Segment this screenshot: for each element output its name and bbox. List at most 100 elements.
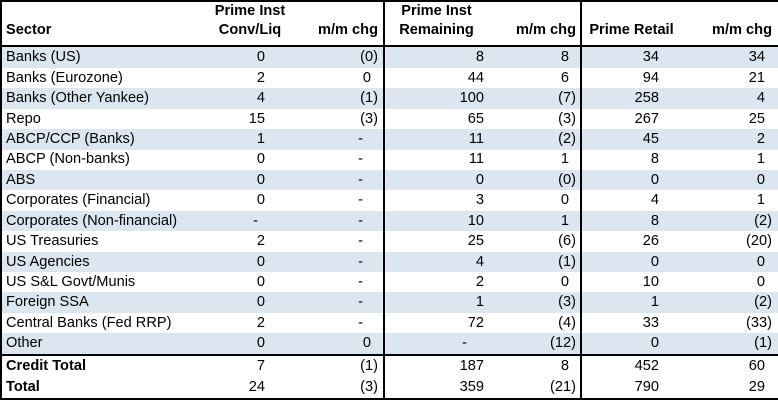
value-cell: - (294, 251, 384, 273)
table-row: Other 0 0- (12) 0 (1) (1, 333, 778, 356)
value-cell: 24 (248, 379, 265, 396)
value-cell: - (294, 210, 384, 232)
value-cell: 8 (580, 210, 681, 232)
table-row: Central Banks (Fed RRP) 2 - 72 (4) 33 (33) (1, 312, 778, 334)
value-cell: - (358, 273, 363, 290)
sector-cell: Total (6, 379, 40, 396)
value-cell: (2) (488, 129, 581, 150)
value-cell: (3) (360, 110, 378, 127)
value-cell: 6 (560, 69, 569, 86)
col-header-line2: Remaining (399, 22, 474, 38)
value-cell: 0 (560, 273, 569, 290)
sector-cell: Banks (US) (1, 46, 206, 68)
value-cell: (6) (558, 233, 576, 250)
table-row: US Treasuries 2 - 25 (6) 26 (20) (1, 231, 778, 252)
value-cell: (0) (294, 46, 384, 68)
value-cell: 359 (383, 376, 488, 399)
value-cell: 2 (256, 314, 265, 331)
value-cell: - (383, 333, 488, 356)
value-cell: 11 (383, 129, 488, 150)
value-cell: 29 (748, 379, 765, 396)
col-header-mm-chg-3: m/m chg (681, 1, 778, 47)
col-header-label: m/m chg (711, 22, 772, 38)
value-cell: (33) (746, 314, 772, 331)
col-header-label: Prime Retail (589, 22, 674, 38)
value-cell: (2) (681, 210, 778, 232)
value-cell: (21) (550, 379, 576, 396)
col-header-prime-inst-remaining: Prime Inst Remaining (383, 1, 488, 47)
value-cell: 34 (681, 46, 778, 68)
value-cell: 7 (206, 354, 294, 377)
value-cell: 258 (580, 88, 681, 109)
value-cell: 790 (580, 376, 681, 399)
table-row: Credit Total 7 (1) 187 8 452 60 (1, 354, 778, 377)
value-cell: 33 (580, 312, 681, 334)
value-cell: (3) (488, 292, 581, 313)
value-cell: - (206, 210, 294, 232)
value-cell: - (358, 192, 363, 209)
col-header-sector: Sector (1, 1, 206, 47)
table-row: Banks (Eurozone) 2 0 44 6 94 21 (1, 67, 778, 89)
value-cell: 26 (580, 231, 681, 252)
sector-cell: US S&L Govt/Munis (6, 273, 136, 290)
value-cell: 452 (580, 354, 681, 377)
sector-cell: Banks (Other Yankee) (1, 88, 206, 109)
value-cell: 0 (294, 333, 384, 356)
sector-cell: Foreign SSA (1, 292, 206, 313)
sector-cell: US Treasuries (6, 233, 99, 250)
value-cell: (7) (488, 88, 581, 109)
value-cell: 1 (560, 151, 569, 168)
value-cell: 72 (383, 312, 488, 334)
sector-cell: Central Banks (Fed RRP) (6, 314, 172, 331)
sector-cell: Banks (Eurozone) (6, 69, 123, 86)
value-cell: 4 (580, 190, 681, 211)
col-header-prime-retail: Prime Retail (580, 1, 681, 47)
value-cell: 0 (560, 192, 569, 209)
value-cell: 8 (580, 149, 681, 170)
value-cell: 60 (681, 354, 778, 377)
value-cell: 0 (206, 251, 294, 273)
value-cell: 0 (681, 251, 778, 273)
value-cell: 2 (681, 129, 778, 150)
col-header-line1: Prime Inst (401, 3, 472, 19)
value-cell: 65 (383, 108, 488, 130)
value-cell: (1) (294, 354, 384, 377)
value-cell: 10 (580, 272, 681, 293)
value-cell: 44 (383, 67, 488, 89)
value-cell: 1 (580, 292, 681, 313)
value-cell: 0 (206, 292, 294, 313)
value-cell: 0 (206, 169, 294, 191)
value-cell: 10 (383, 210, 488, 232)
value-cell: 0 (206, 46, 294, 68)
value-cell: 187 (383, 354, 488, 377)
table-row: ABS 0-0 (0) 0 0 (1, 169, 778, 191)
table-row: US Agencies 0-4 (1) 0 0 (1, 251, 778, 273)
value-cell: 1 (756, 192, 765, 209)
value-cell: 8 (488, 46, 581, 68)
value-cell: 21 (748, 69, 765, 86)
value-cell: 0 (580, 169, 681, 191)
value-cell: 1 (383, 292, 488, 313)
value-cell: 94 (580, 67, 681, 89)
value-cell: 8 (488, 354, 581, 377)
value-cell: (20) (746, 233, 772, 250)
value-cell: 25 (748, 110, 765, 127)
value-cell: - (358, 314, 363, 331)
sector-cell: ABCP (Non-banks) (6, 151, 130, 168)
value-cell: (12) (488, 333, 581, 356)
value-cell: 3 (383, 190, 488, 211)
value-cell: 0 (681, 169, 778, 191)
value-cell: 0 (756, 273, 765, 290)
sector-cell: Credit Total (1, 354, 206, 377)
value-cell: 15 (248, 110, 265, 127)
value-cell: (2) (681, 292, 778, 313)
value-cell: 45 (580, 129, 681, 150)
sector-cell: Corporates (Financial) (6, 192, 151, 209)
value-cell: (0) (488, 169, 581, 191)
value-cell: - (294, 129, 384, 150)
value-cell: 1 (488, 210, 581, 232)
table-header: Sector Prime Inst Conv/Liq m/m chg Prime… (1, 1, 778, 47)
value-cell: 8 (383, 46, 488, 68)
value-cell: 0 (580, 333, 681, 356)
